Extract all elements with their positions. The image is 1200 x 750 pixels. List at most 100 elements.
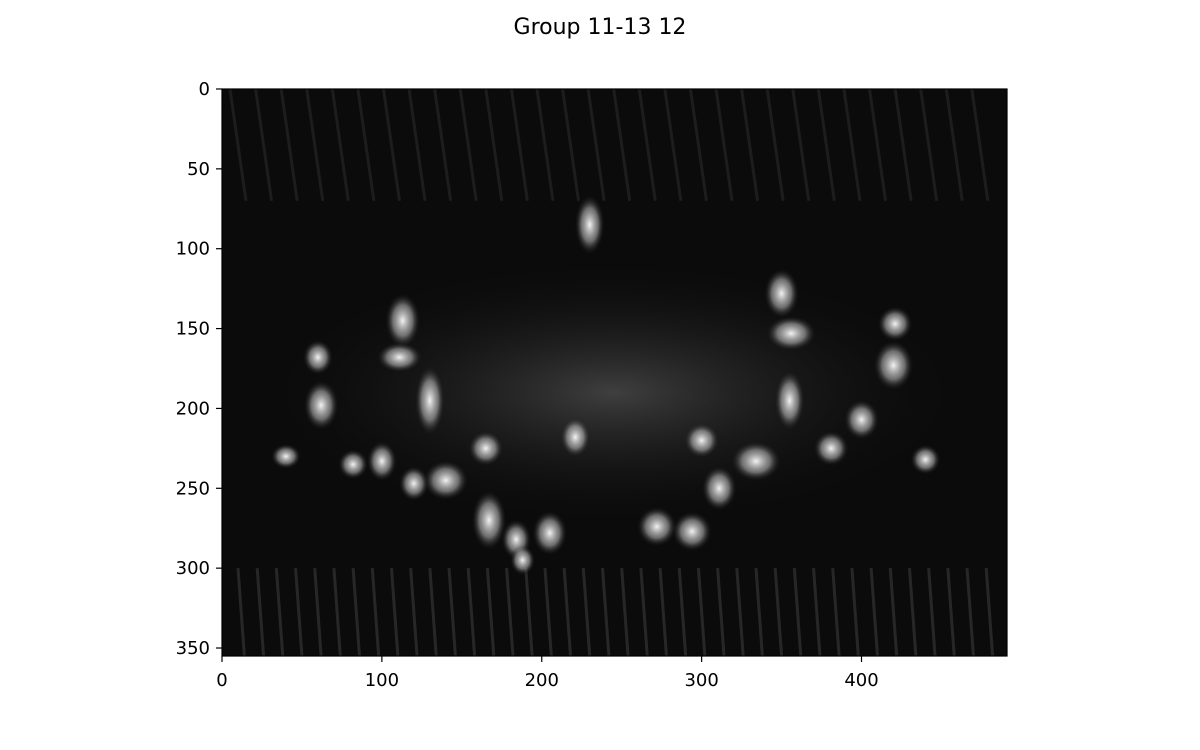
heatmap-image <box>228 89 998 656</box>
y-tick-label: 150 <box>176 319 210 340</box>
bright-response-blob <box>701 465 738 512</box>
bright-response-blob <box>873 339 914 391</box>
bright-response-blob <box>843 399 880 441</box>
texture-stripe <box>581 568 592 656</box>
texture-stripe <box>561 89 581 202</box>
bright-response-blob <box>384 292 421 349</box>
texture-stripe <box>620 568 630 656</box>
y-tick-label: 200 <box>176 398 210 419</box>
texture-stripe <box>562 568 573 656</box>
texture-stripe <box>356 89 376 202</box>
texture-stripe <box>305 89 325 202</box>
texture-stripe <box>351 568 361 656</box>
texture-stripe <box>944 89 964 202</box>
texture-stripe <box>868 89 887 202</box>
texture-stripe <box>869 568 879 656</box>
texture-stripe <box>535 89 555 202</box>
texture-stripe <box>236 568 246 656</box>
texture-stripe <box>409 568 419 656</box>
bright-response-blob <box>471 489 507 551</box>
bright-response-blob <box>636 506 678 548</box>
bright-response-blob <box>574 194 606 256</box>
texture-stripe <box>765 89 785 202</box>
bright-response-blob <box>270 443 302 470</box>
texture-stripe <box>466 568 477 656</box>
bright-response-blob <box>376 341 423 373</box>
texture-stripe <box>816 89 836 202</box>
texture-stripe <box>484 89 504 202</box>
texture-stripe <box>927 568 937 656</box>
texture-stripe <box>688 89 708 202</box>
texture-stripe <box>740 89 760 202</box>
bright-response-blob <box>303 379 340 431</box>
texture-stripe <box>294 568 304 656</box>
bright-response-blob <box>910 444 941 475</box>
texture-stripe <box>332 568 342 656</box>
texture-stripe <box>716 568 726 656</box>
y-tick-label: 0 <box>199 79 210 100</box>
texture-stripe <box>842 89 862 202</box>
bright-response-blob <box>765 315 817 352</box>
bright-response-blob <box>422 459 469 501</box>
texture-stripe <box>254 89 274 202</box>
texture-stripe <box>228 89 248 202</box>
texture-stripe <box>381 89 401 202</box>
texture-stripe <box>919 89 939 202</box>
y-tick-label: 300 <box>176 558 210 579</box>
texture-stripe <box>946 568 956 656</box>
bright-response-blob <box>337 449 369 480</box>
y-tick-label: 350 <box>176 638 210 659</box>
texture-stripe <box>888 568 899 656</box>
bright-response-blob <box>730 440 782 482</box>
texture-stripe <box>984 568 995 656</box>
texture-stripe <box>524 568 534 656</box>
plot-area <box>221 88 1008 657</box>
bright-response-blob <box>467 430 504 467</box>
bright-response-blob <box>683 422 720 459</box>
texture-stripe <box>639 568 649 656</box>
texture-stripe <box>696 568 707 656</box>
x-tick-label: 400 <box>844 670 878 691</box>
texture-stripe <box>812 568 822 656</box>
x-tick-label: 100 <box>365 670 399 691</box>
texture-stripe <box>773 568 784 656</box>
texture-stripe <box>792 568 803 656</box>
y-tick-label: 100 <box>176 239 210 260</box>
y-tick-label: 250 <box>176 478 210 499</box>
texture-stripe <box>255 568 266 656</box>
texture-stripe <box>637 89 657 202</box>
texture-stripe <box>714 89 734 202</box>
x-tick-label: 300 <box>684 670 718 691</box>
bright-response-blob <box>509 544 536 576</box>
texture-stripe <box>274 568 285 656</box>
bright-response-blob <box>559 416 591 458</box>
x-tick-label: 0 <box>216 670 227 691</box>
texture-stripe <box>485 568 496 656</box>
wing-region-glow <box>229 248 998 537</box>
y-axis: 0 50 100 150 200 250 300 350 <box>176 79 222 659</box>
texture-stripe <box>279 89 299 202</box>
texture-stripe <box>791 89 811 202</box>
texture-stripe <box>601 568 611 656</box>
texture-stripe <box>907 568 918 656</box>
bright-response-blob <box>877 305 913 342</box>
texture-stripe <box>433 89 453 202</box>
texture-stripe <box>407 89 427 202</box>
texture-stripe <box>754 568 764 656</box>
bright-response-blob <box>671 510 713 552</box>
texture-stripe <box>313 568 323 656</box>
bright-response-blob <box>302 339 334 376</box>
chart-title: Group 11-13 12 <box>514 15 687 40</box>
texture-stripe <box>458 89 478 202</box>
texture-stripe <box>370 568 381 656</box>
texture-stripe <box>505 568 515 656</box>
texture-stripe <box>850 568 860 656</box>
texture-stripe <box>970 89 990 202</box>
bright-response-blob <box>763 267 800 319</box>
bright-response-blob <box>366 440 398 482</box>
y-tick-label: 50 <box>187 159 210 180</box>
texture-stripe <box>612 89 632 202</box>
bright-response-blob <box>531 510 568 557</box>
x-tick-label: 200 <box>525 670 559 691</box>
